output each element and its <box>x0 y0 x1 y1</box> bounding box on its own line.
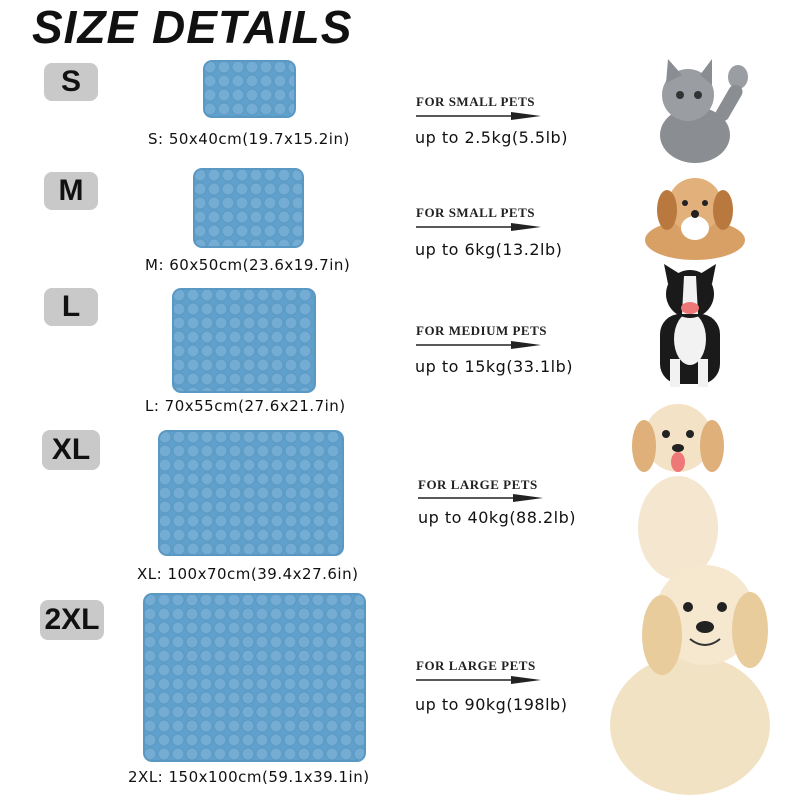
size-badge-s: S <box>44 63 98 101</box>
mat-image-l <box>172 288 316 393</box>
puppy-photo <box>645 178 745 260</box>
size-badge-m: M <box>44 172 98 210</box>
size-dimensions-l: L: 70x55cm(27.6x21.7in) <box>145 397 346 415</box>
capacity-xl: up to 40kg(88.2lb) <box>418 508 577 527</box>
size-dimensions-2xl: 2XL: 150x100cm(59.1x39.1in) <box>128 768 370 786</box>
size-dimensions-s: S: 50x40cm(19.7x15.2in) <box>148 130 350 148</box>
size-badge-l: L <box>44 288 98 326</box>
capacity-l: up to 15kg(33.1lb) <box>415 357 574 376</box>
arrow-icon <box>416 676 541 684</box>
golden-retriever-photo <box>610 565 770 795</box>
kitten-photo <box>660 59 748 163</box>
mat-image-xl <box>158 430 344 556</box>
arrow-icon <box>416 112 541 120</box>
capacity-s: up to 2.5kg(5.5lb) <box>415 128 568 147</box>
pet-category-m: FOR SMALL PETS <box>416 205 535 220</box>
page-title: SIZE DETAILS <box>32 1 353 53</box>
border-collie-photo <box>660 264 720 387</box>
size-badge-xl: XL <box>42 430 100 470</box>
arrow-icon <box>416 223 541 231</box>
mat-image-s <box>203 60 296 118</box>
arrow-icon <box>418 494 543 502</box>
size-dimensions-xl: XL: 100x70cm(39.4x27.6in) <box>137 565 359 583</box>
pet-category-l: FOR MEDIUM PETS <box>416 323 547 338</box>
size-badge-2xl: 2XL <box>40 600 104 640</box>
mat-image-m <box>193 168 304 248</box>
pet-category-s: FOR SMALL PETS <box>416 94 535 109</box>
arrow-icon <box>416 341 541 349</box>
size-dimensions-m: M: 60x50cm(23.6x19.7in) <box>145 256 351 274</box>
pet-category-xl: FOR LARGE PETS <box>418 477 538 492</box>
mat-image-2xl <box>143 593 366 762</box>
golden-puppy-photo <box>632 404 724 580</box>
pet-category-2xl: FOR LARGE PETS <box>416 658 536 673</box>
capacity-m: up to 6kg(13.2lb) <box>415 240 563 259</box>
capacity-2xl: up to 90kg(198lb) <box>415 695 568 714</box>
